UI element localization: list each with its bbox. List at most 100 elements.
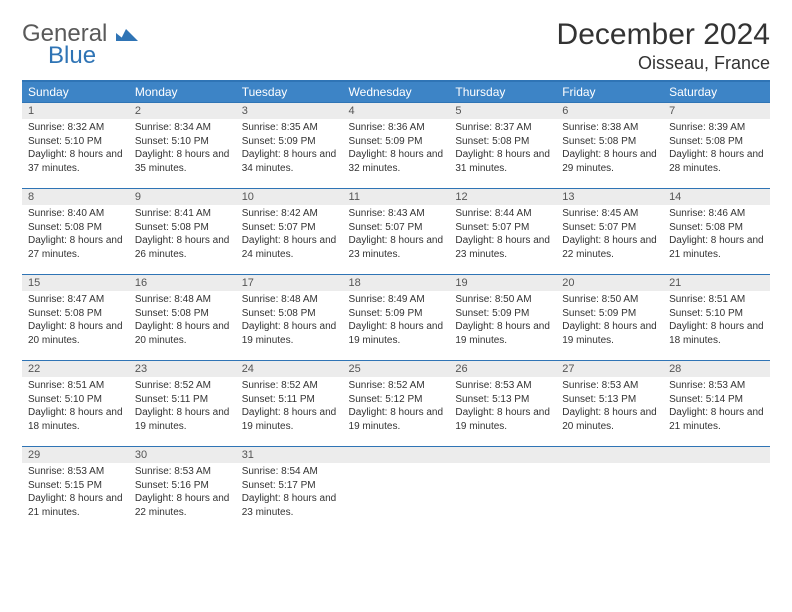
day-number: 21	[663, 275, 770, 291]
weekday-header: Friday	[556, 81, 663, 103]
sunset-line: Sunset: 5:09 PM	[242, 136, 316, 147]
daylight-line: Daylight: 8 hours and 35 minutes.	[135, 149, 230, 174]
calendar-day-cell: 10Sunrise: 8:42 AMSunset: 5:07 PMDayligh…	[236, 189, 343, 275]
location-label: Oisseau, France	[557, 53, 770, 74]
day-body: Sunrise: 8:47 AM Sunset: 5:08 PM Daylight:…	[22, 291, 129, 351]
calendar-week-row: 1Sunrise: 8:32 AMSunset: 5:10 PMDaylight…	[22, 103, 770, 189]
calendar-day-cell: 27Sunrise: 8:53 AMSunset: 5:13 PMDayligh…	[556, 361, 663, 447]
sunset-line: Sunset: 5:10 PM	[669, 308, 743, 319]
sunset-line: Sunset: 5:10 PM	[135, 136, 209, 147]
sunrise-line: Sunrise: 8:47 AM	[28, 294, 104, 305]
logo-shape-icon	[116, 27, 138, 41]
calendar-week-row: 15Sunrise: 8:47 AMSunset: 5:08 PMDayligh…	[22, 275, 770, 361]
sunset-line: Sunset: 5:08 PM	[562, 136, 636, 147]
day-number: 30	[129, 447, 236, 463]
day-body: Sunrise: 8:48 AMSunset: 5:08 PMDaylight:…	[236, 291, 343, 351]
day-body: Sunrise: 8:50 AM Sunset: 5:09 PM Daylight:…	[449, 291, 556, 351]
sunset-line: Sunset: 5:07 PM	[242, 222, 316, 233]
day-number: 28	[663, 361, 770, 377]
calendar-day-cell: 16Sunrise: 8:48 AMSunset: 5:08 PMDayligh…	[129, 275, 236, 361]
calendar-day-cell	[449, 447, 556, 533]
calendar-day-cell: 9Sunrise: 8:41 AMSunset: 5:08 PMDaylight…	[129, 189, 236, 275]
sunrise-line: Sunrise: 8:42 AM	[242, 208, 318, 219]
sunset-line: Sunset: 5:08 PM	[669, 222, 743, 233]
calendar-week-row: 22Sunrise: 8:51 AMSunset: 5:10 PMDayligh…	[22, 361, 770, 447]
day-body: Sunrise: 8:52 AMSunset: 5:11 PMDaylight:…	[129, 377, 236, 437]
sunset-line: Sunset: 5:10 PM	[28, 136, 102, 147]
day-body: Sunrise: 8:41 AMSunset: 5:08 PMDaylight:…	[129, 205, 236, 265]
day-number: 17	[236, 275, 343, 291]
calendar-day-cell: 24Sunrise: 8:52 AMSunset: 5:11 PMDayligh…	[236, 361, 343, 447]
day-number: 13	[556, 189, 663, 205]
day-body: Sunrise: 8:53 AMSunset: 5:15 PMDaylight:…	[22, 463, 129, 523]
weekday-header-row: Sunday Monday Tuesday Wednesday Thursday…	[22, 81, 770, 103]
sunrise-line: Sunrise: 8:41 AM	[135, 208, 211, 219]
calendar-day-cell: 15Sunrise: 8:47 AMSunset: 5:08 PMDayligh…	[22, 275, 129, 361]
daylight-line: Daylight: 8 hours and 19 minutes.	[455, 321, 550, 346]
day-number: 3	[236, 103, 343, 119]
page-title: December 2024	[557, 18, 770, 51]
day-body: Sunrise: 8:43 AMSunset: 5:07 PMDaylight:…	[343, 205, 450, 265]
sunset-line: Sunset: 5:07 PM	[455, 222, 529, 233]
day-body: Sunrise: 8:50 AMSunset: 5:09 PMDaylight:…	[556, 291, 663, 351]
calendar-day-cell: 30Sunrise: 8:53 AMSunset: 5:16 PMDayligh…	[129, 447, 236, 533]
calendar-day-cell: 25Sunrise: 8:52 AMSunset: 5:12 PMDayligh…	[343, 361, 450, 447]
day-body: Sunrise: 8:42 AMSunset: 5:07 PMDaylight:…	[236, 205, 343, 265]
day-body: Sunrise: 8:51 AMSunset: 5:10 PMDaylight:…	[663, 291, 770, 351]
day-number: 31	[236, 447, 343, 463]
daylight-line: Daylight: 8 hours and 20 minutes.	[28, 321, 123, 346]
sunrise-line: Sunrise: 8:50 AM	[455, 294, 531, 305]
sunset-line: Sunset: 5:16 PM	[135, 480, 209, 491]
calendar-day-cell: 1Sunrise: 8:32 AMSunset: 5:10 PMDaylight…	[22, 103, 129, 189]
day-number: 26	[449, 361, 556, 377]
calendar-day-cell: 22Sunrise: 8:51 AMSunset: 5:10 PMDayligh…	[22, 361, 129, 447]
sunrise-line: Sunrise: 8:38 AM	[562, 122, 638, 133]
day-body: Sunrise: 8:37 AMSunset: 5:08 PMDaylight:…	[449, 119, 556, 179]
sunrise-line: Sunrise: 8:44 AM	[455, 208, 531, 219]
logo-text: General Blue	[22, 22, 138, 68]
calendar-day-cell: 29Sunrise: 8:53 AMSunset: 5:15 PMDayligh…	[22, 447, 129, 533]
daylight-line: Daylight: 8 hours and 19 minutes.	[455, 407, 550, 432]
daylight-line: Daylight: 8 hours and 26 minutes.	[135, 235, 230, 260]
calendar-day-cell	[343, 447, 450, 533]
calendar-day-cell: 18Sunrise: 8:49 AMSunset: 5:09 PMDayligh…	[343, 275, 450, 361]
sunrise-line: Sunrise: 8:46 AM	[669, 208, 745, 219]
calendar-day-cell: 6Sunrise: 8:38 AMSunset: 5:08 PMDaylight…	[556, 103, 663, 189]
weekday-header: Saturday	[663, 81, 770, 103]
calendar-day-cell	[663, 447, 770, 533]
sunrise-line: Sunrise: 8:53 AM	[669, 380, 745, 391]
daylight-line: Daylight: 8 hours and 29 minutes.	[562, 149, 657, 174]
day-number: 2	[129, 103, 236, 119]
sunset-line: Sunset: 5:13 PM	[562, 394, 636, 405]
sunrise-line: Sunrise: 8:34 AM	[135, 122, 211, 133]
sunset-line: Sunset: 5:14 PM	[669, 394, 743, 405]
sunset-line: Sunset: 5:07 PM	[562, 222, 636, 233]
day-body: Sunrise: 8:45 AMSunset: 5:07 PMDaylight:…	[556, 205, 663, 265]
calendar-day-cell: 23Sunrise: 8:52 AMSunset: 5:11 PMDayligh…	[129, 361, 236, 447]
weekday-header: Thursday	[449, 81, 556, 103]
sunrise-line: Sunrise: 8:52 AM	[242, 380, 318, 391]
daylight-line: Daylight: 8 hours and 19 minutes.	[242, 407, 337, 432]
day-body: Sunrise: 8:36 AMSunset: 5:09 PMDaylight:…	[343, 119, 450, 179]
daylight-line: Daylight: 8 hours and 21 minutes.	[669, 235, 764, 260]
day-number: 25	[343, 361, 450, 377]
daylight-line: Daylight: 8 hours and 34 minutes.	[242, 149, 337, 174]
sunset-line: Sunset: 5:17 PM	[242, 480, 316, 491]
day-body: Sunrise: 8:38 AM Sunset: 5:08 PM Daylight:…	[556, 119, 663, 179]
weekday-header: Sunday	[22, 81, 129, 103]
sunset-line: Sunset: 5:07 PM	[349, 222, 423, 233]
day-body: Sunrise: 8:46 AM Sunset: 5:08 PM Daylight:…	[663, 205, 770, 265]
sunset-line: Sunset: 5:09 PM	[455, 308, 529, 319]
day-body: Sunrise: 8:34 AM Sunset: 5:10 PM Daylight:…	[129, 119, 236, 179]
day-number: 27	[556, 361, 663, 377]
sunset-line: Sunset: 5:08 PM	[28, 308, 102, 319]
calendar-day-cell: 8Sunrise: 8:40 AMSunset: 5:08 PMDaylight…	[22, 189, 129, 275]
daylight-line: Daylight: 8 hours and 19 minutes.	[562, 321, 657, 346]
daylight-line: Daylight: 8 hours and 23 minutes.	[242, 493, 337, 518]
calendar-day-cell: 5Sunrise: 8:37 AMSunset: 5:08 PMDaylight…	[449, 103, 556, 189]
sunset-line: Sunset: 5:08 PM	[28, 222, 102, 233]
sunset-line: Sunset: 5:09 PM	[562, 308, 636, 319]
sunset-line: Sunset: 5:08 PM	[242, 308, 316, 319]
sunrise-line: Sunrise: 8:40 AM	[28, 208, 104, 219]
sunset-line: Sunset: 5:09 PM	[349, 308, 423, 319]
